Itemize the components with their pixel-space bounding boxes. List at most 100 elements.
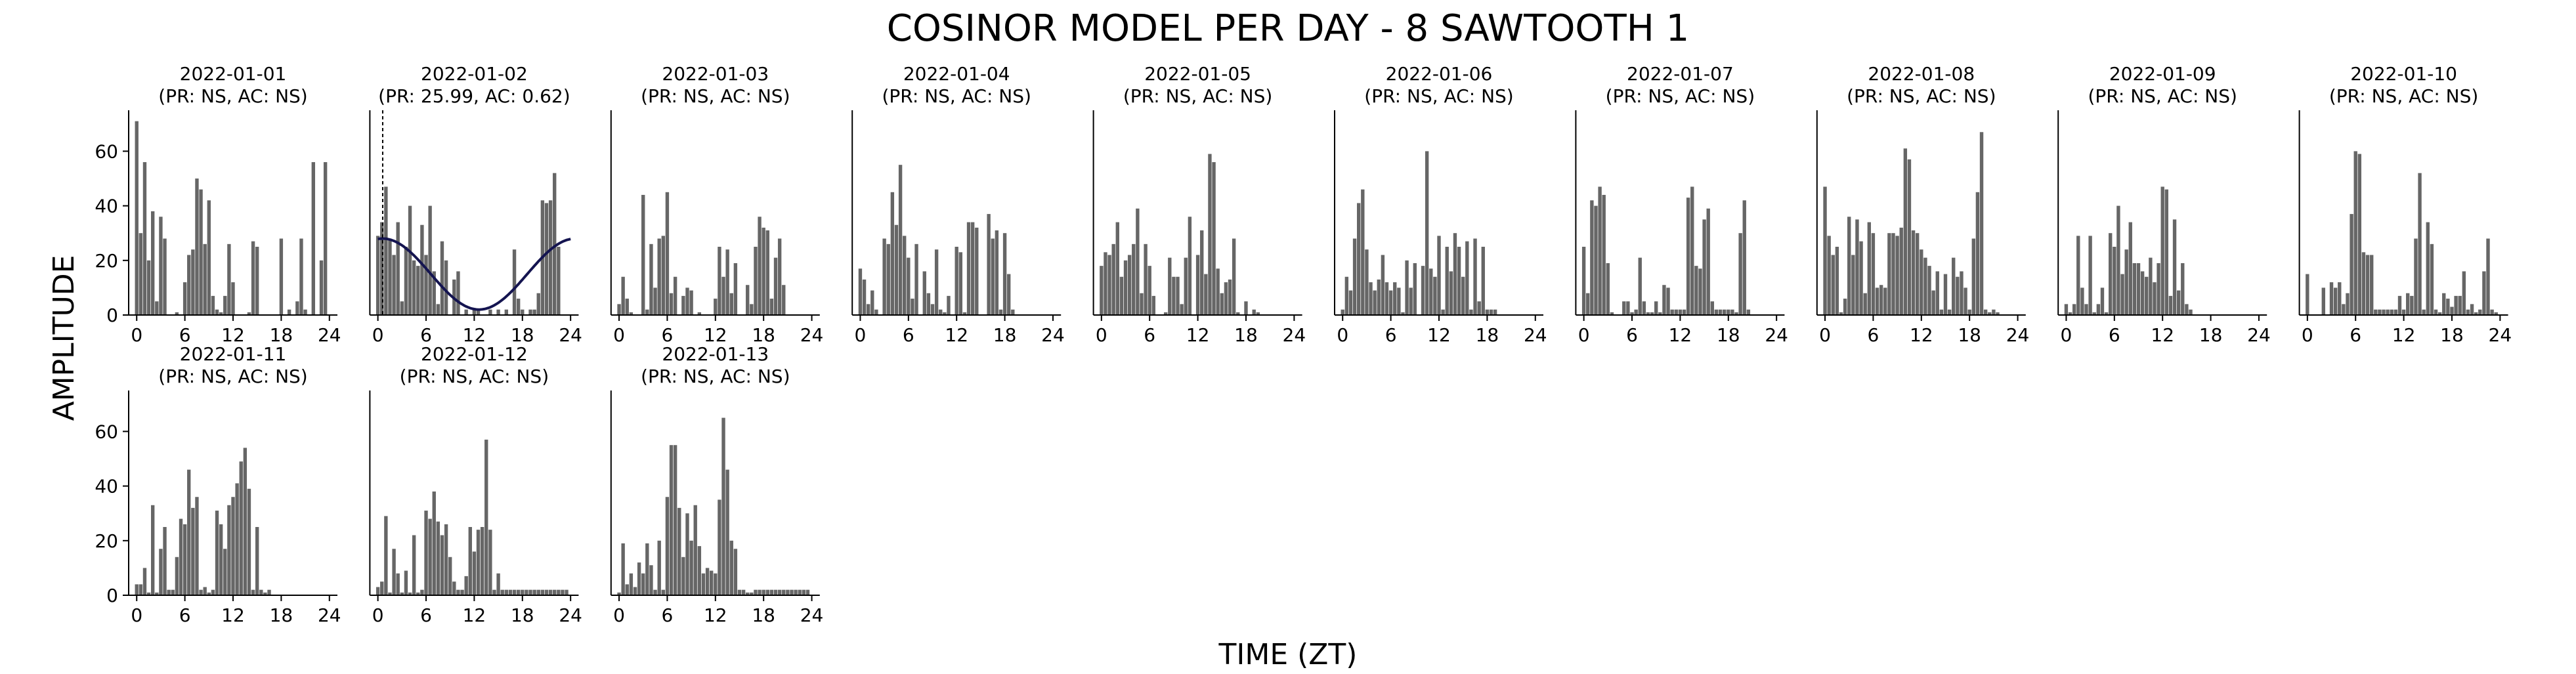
x-tick-label: 6: [662, 324, 674, 346]
bar: [2418, 173, 2422, 315]
bar: [673, 445, 677, 595]
bar: [1228, 279, 1232, 315]
x-tick-label: 24: [2006, 324, 2030, 346]
x-tick-label: 12: [1427, 324, 1451, 346]
bar: [782, 285, 786, 315]
bar: [625, 584, 629, 595]
bar: [1863, 293, 1867, 315]
subplot-subtitle: (PR: NS, AC: NS): [1123, 85, 1272, 107]
bar: [1168, 257, 1172, 315]
bar: [758, 217, 762, 315]
bar: [777, 238, 782, 315]
bar: [480, 527, 484, 595]
bar: [1357, 203, 1361, 315]
bar: [251, 241, 255, 315]
bar: [420, 224, 424, 315]
subplot-subtitle: (PR: NS, AC: NS): [1847, 85, 1996, 107]
bar: [1348, 290, 1353, 315]
bar: [1123, 260, 1128, 315]
bar: [2494, 312, 2498, 315]
x-tick-label: 18: [993, 324, 1017, 346]
bar: [1252, 309, 1256, 315]
bar: [139, 233, 143, 315]
x-tick-label: 18: [1234, 324, 1258, 346]
bar: [665, 497, 670, 595]
bar: [1634, 309, 1638, 315]
x-tick-label: 18: [270, 604, 293, 626]
bar: [303, 309, 307, 315]
bar: [1381, 255, 1385, 315]
bar: [758, 589, 762, 595]
bar: [492, 589, 496, 595]
bar: [1373, 290, 1377, 315]
bar: [227, 243, 231, 315]
bar: [2474, 312, 2478, 315]
bar: [215, 511, 219, 595]
bar: [1975, 192, 1980, 315]
bar: [2185, 304, 2189, 315]
bar: [223, 549, 227, 595]
bar: [2482, 271, 2486, 315]
bar: [532, 589, 536, 595]
bar: [1682, 309, 1686, 315]
bar: [1163, 312, 1168, 315]
bar: [1654, 301, 1658, 315]
bar: [1907, 159, 1912, 315]
bar: [1710, 301, 1715, 315]
bar: [187, 255, 191, 315]
subplot-subtitle: (PR: NS, AC: NS): [1364, 85, 1513, 107]
bar: [962, 312, 967, 315]
bar: [2189, 309, 2193, 315]
bar: [2338, 282, 2342, 315]
bar: [412, 535, 416, 595]
bar: [146, 592, 151, 595]
bar: [223, 295, 227, 315]
bar: [966, 222, 971, 315]
subplot-title: 2022-01-04: [903, 63, 1010, 85]
bar: [2414, 238, 2418, 315]
bar: [211, 295, 215, 315]
bar: [163, 238, 167, 315]
bar: [2321, 287, 2325, 315]
subplot-grid: 2022-01-01(PR: NS, AC: NS)0 6 12 18 24020406…: [95, 63, 2512, 626]
bar: [512, 589, 517, 595]
bar: [705, 568, 710, 595]
bar: [677, 507, 681, 595]
bar: [1224, 282, 1228, 315]
x-tick-label: 0: [131, 324, 142, 346]
bar: [1107, 255, 1111, 315]
bar: [207, 592, 211, 595]
bar: [685, 513, 689, 595]
subplot-title: 2022-01-10: [2350, 63, 2457, 85]
bar: [2410, 295, 2414, 315]
bar: [376, 587, 380, 595]
subplot-title: 2022-01-12: [421, 343, 528, 365]
bar: [958, 252, 963, 315]
x-tick-label: 0: [1578, 324, 1590, 346]
bar: [416, 266, 420, 315]
bar: [2136, 263, 2141, 315]
y-tick-label: 40: [95, 196, 118, 217]
bar: [1875, 287, 1879, 315]
bar: [1714, 309, 1719, 315]
x-tick-label: 18: [1717, 324, 1740, 346]
bar: [544, 589, 549, 595]
x-tick-label: 18: [2199, 324, 2223, 346]
bar: [484, 439, 488, 595]
bar: [718, 247, 721, 315]
x-tick-label: 12: [2392, 324, 2416, 346]
bar: [155, 301, 159, 315]
bar: [1397, 287, 1401, 315]
bar: [388, 238, 392, 315]
bar: [2350, 214, 2353, 315]
bar: [729, 540, 733, 595]
bar: [557, 589, 561, 595]
bar: [2176, 290, 2181, 315]
bar: [1002, 233, 1007, 315]
subplot-title: 2022-01-02: [421, 63, 528, 85]
bar: [805, 589, 810, 595]
bar: [1220, 293, 1224, 315]
bar: [1666, 287, 1670, 315]
bar: [1927, 266, 1931, 315]
subplot-2022-01-01: 2022-01-01(PR: NS, AC: NS) 0 6 12 18 24 0 20 40 6…: [95, 63, 341, 346]
